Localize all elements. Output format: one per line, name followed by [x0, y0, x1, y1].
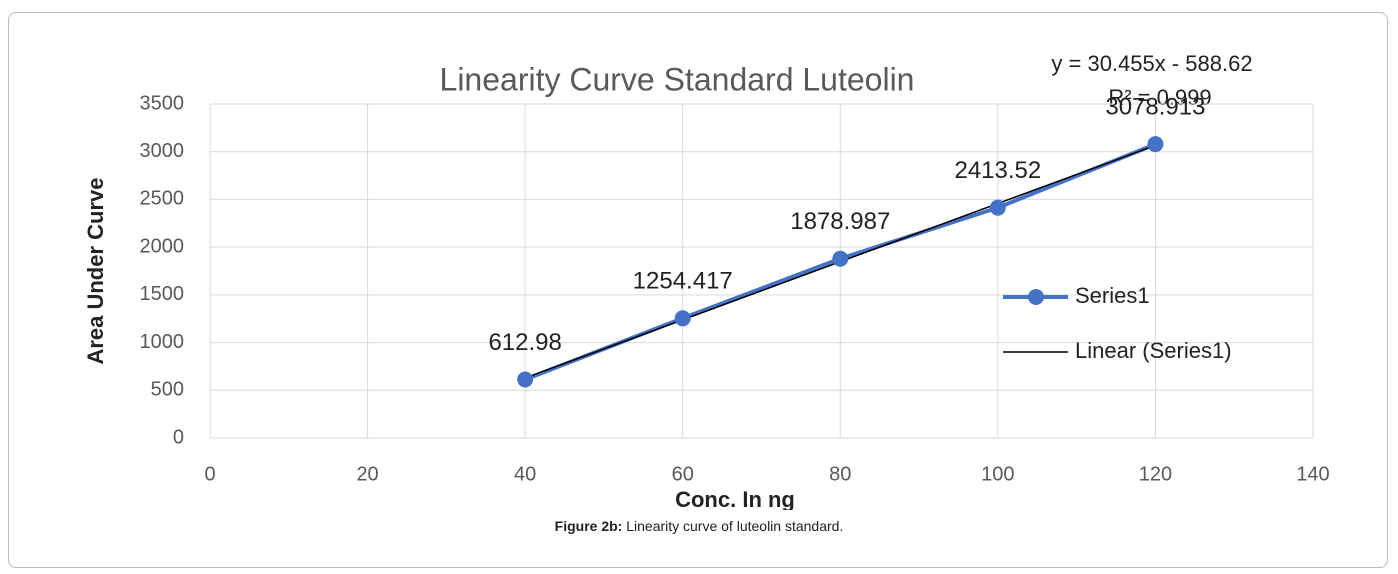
- legend-label: Linear (Series1): [1075, 338, 1232, 363]
- data-label: 1254.417: [633, 268, 733, 295]
- chart: Linearity Curve Standard Luteolin Conc. …: [83, 51, 1330, 510]
- legend-marker: [1028, 289, 1044, 305]
- point: [674, 310, 691, 327]
- data-label: 612.98: [488, 329, 561, 356]
- x-tick-label: 20: [356, 463, 378, 485]
- y-tick-label: 2500: [140, 188, 185, 210]
- x-tick-label: 100: [981, 463, 1014, 485]
- trend-r2: R² = 0.999: [1108, 85, 1211, 110]
- x-tick-label: 60: [672, 463, 694, 485]
- y-tick-label: 500: [151, 379, 184, 401]
- point: [517, 371, 534, 388]
- y-axis-label: Area Under Curve: [83, 177, 108, 364]
- data-label: 3078.913: [1105, 94, 1205, 121]
- y-tick-label: 3000: [140, 140, 185, 162]
- point: [989, 199, 1006, 216]
- y-tick-label: 1000: [140, 331, 185, 353]
- frame: [8, 12, 1388, 568]
- trend-equation: y = 30.455x - 588.62: [1051, 51, 1252, 76]
- x-tick-label: 0: [204, 463, 215, 485]
- chart-title: Linearity Curve Standard Luteolin: [440, 61, 915, 97]
- x-tick-label: 120: [1139, 463, 1172, 485]
- legend-label: Series1: [1075, 283, 1150, 308]
- x-axis-label: Conc. In ng: [675, 487, 795, 510]
- x-tick-label: 40: [514, 463, 536, 485]
- point: [1147, 136, 1164, 153]
- point: [832, 250, 849, 267]
- y-tick-label: 0: [173, 426, 184, 448]
- caption-label: Figure 2b:: [554, 518, 623, 534]
- x-tick-label: 140: [1296, 463, 1329, 485]
- y-tick-label: 2000: [140, 235, 185, 257]
- data-label: 2413.52: [954, 157, 1041, 184]
- y-tick-label: 1500: [140, 283, 185, 305]
- caption-text: Linearity curve of luteolin standard.: [626, 518, 844, 534]
- x-tick-label: 80: [829, 463, 851, 485]
- caption: Figure 2b: Linearity curve of luteolin s…: [0, 518, 1398, 534]
- data-label: 1878.987: [790, 208, 890, 235]
- y-tick-label: 3500: [140, 92, 185, 114]
